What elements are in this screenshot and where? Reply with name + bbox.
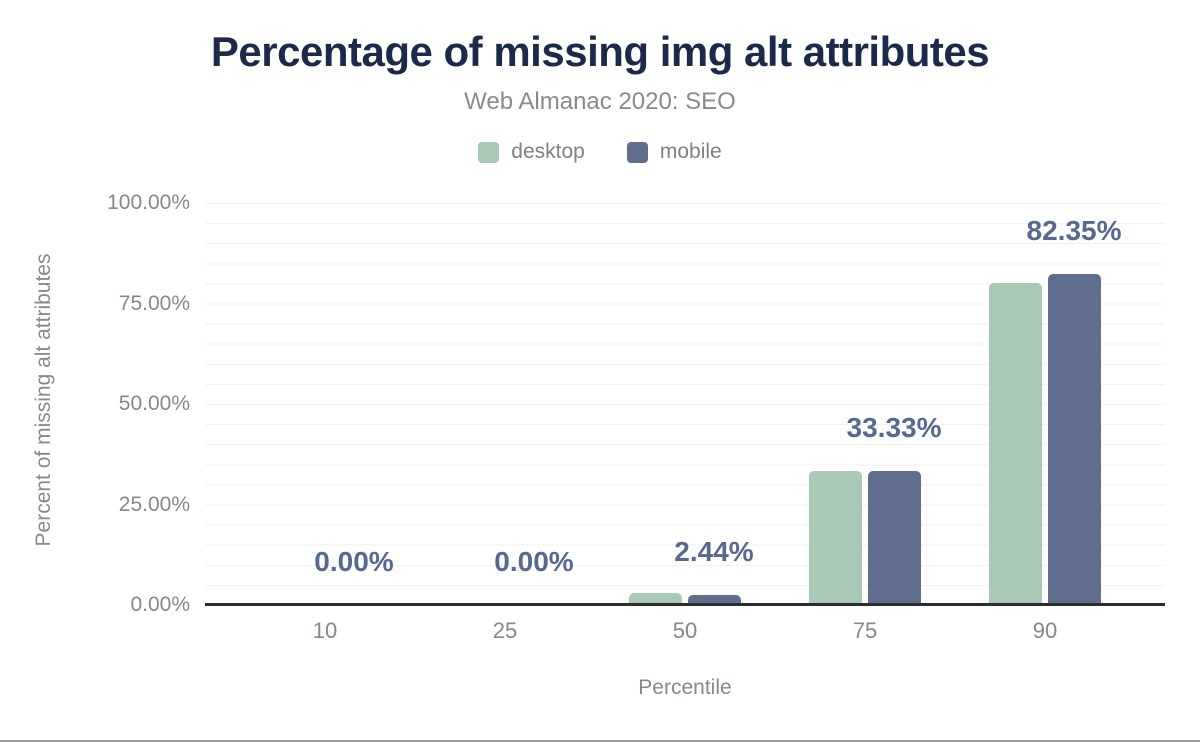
x-tick-50: 50 xyxy=(672,618,698,643)
legend-item-mobile[interactable]: mobile xyxy=(626,140,722,164)
x-tick-10: 10 xyxy=(312,618,338,643)
y-tick-0: 0.00% xyxy=(130,593,190,616)
legend: desktop mobile xyxy=(0,140,1200,164)
x-tick-75: 75 xyxy=(852,618,878,643)
bar-value-label: 0.00% xyxy=(314,546,394,577)
bar-mobile-p90[interactable] xyxy=(1048,274,1101,605)
bar-mobile-p75[interactable] xyxy=(868,471,921,605)
bar-desktop-p50[interactable] xyxy=(629,593,682,605)
plot-area: 0.00% 0.00% 2.44% 33.33% 82.35% xyxy=(205,203,1165,605)
legend-item-desktop[interactable]: desktop xyxy=(478,140,585,164)
y-tick-50: 50.00% xyxy=(118,392,190,415)
chart-title: Percentage of missing img alt attributes xyxy=(210,28,990,75)
bar-mobile-p50[interactable] xyxy=(688,595,741,605)
y-tick-75: 75.00% xyxy=(118,292,190,315)
x-axis-ticks: 10 25 50 75 90 xyxy=(205,618,1165,644)
category-group-p75: 33.33% xyxy=(775,203,955,605)
chart-subtitle: Web Almanac 2020: SEO xyxy=(464,88,736,115)
desktop-swatch-icon xyxy=(478,141,500,163)
category-group-p50: 2.44% xyxy=(595,203,775,605)
y-tick-100: 100.00% xyxy=(107,191,190,214)
legend-label-desktop: desktop xyxy=(511,140,585,163)
mobile-swatch-icon xyxy=(626,141,648,163)
bar-desktop-p90[interactable] xyxy=(989,283,1042,605)
y-tick-25: 25.00% xyxy=(118,493,190,516)
bar-value-label: 2.44% xyxy=(674,536,754,567)
category-group-p10: 0.00% xyxy=(235,203,415,605)
x-tick-90: 90 xyxy=(1032,618,1058,643)
x-axis-line xyxy=(205,603,1165,606)
bar-value-label: 33.33% xyxy=(846,412,942,443)
bar-value-label: 82.35% xyxy=(1026,215,1122,246)
bar-desktop-p75[interactable] xyxy=(809,471,862,605)
legend-label-mobile: mobile xyxy=(659,140,722,163)
bar-value-label: 0.00% xyxy=(494,546,574,577)
x-axis-title: Percentile xyxy=(638,676,732,699)
category-group-p90: 82.35% xyxy=(955,203,1135,605)
category-group-p25: 0.00% xyxy=(415,203,595,605)
x-tick-25: 25 xyxy=(492,618,518,643)
